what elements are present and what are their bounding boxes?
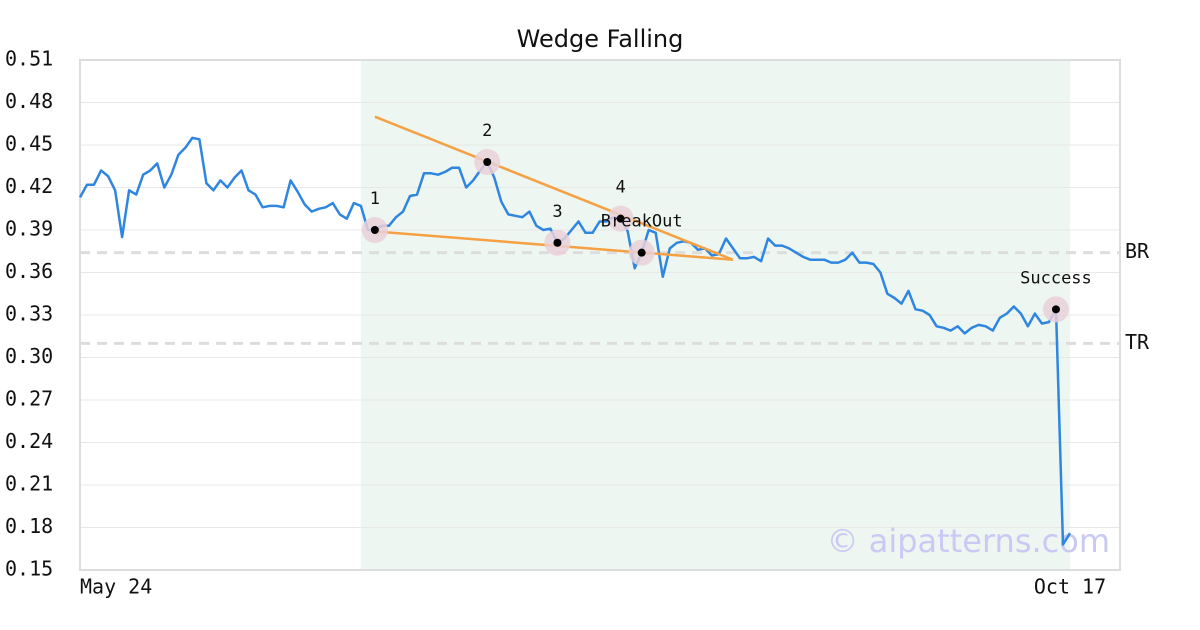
- marker-dot: [616, 214, 625, 223]
- y-tick-label: 0.24: [5, 429, 53, 453]
- marker-dot: [1051, 305, 1060, 314]
- y-tick-label: 0.21: [5, 472, 53, 496]
- y-tick-label: 0.36: [5, 259, 53, 283]
- marker-dot: [370, 226, 379, 234]
- marker-label: 3: [552, 202, 562, 222]
- level-label: BR: [1125, 239, 1150, 263]
- marker-dot: [553, 238, 562, 247]
- level-label: TR: [1125, 330, 1150, 354]
- watermark: © aipatterns.com: [827, 522, 1110, 560]
- x-tick-label: Oct 17: [1034, 575, 1106, 599]
- marker-label: Success: [1020, 268, 1092, 288]
- trend-line: [374, 115, 734, 261]
- plot-frame: [79, 59, 1121, 571]
- x-tick-label: May 24: [80, 575, 152, 599]
- y-tick-label: 0.33: [5, 302, 53, 326]
- y-tick-label: 0.42: [5, 174, 53, 198]
- y-tick-label: 0.30: [5, 344, 53, 368]
- y-tick-label: 0.15: [5, 557, 53, 581]
- marker-label: BreakOut: [601, 212, 683, 232]
- y-tick-label: 0.27: [5, 387, 53, 411]
- price-line: [78, 136, 1072, 546]
- y-tick-label: 0.39: [5, 217, 53, 241]
- y-tick-label: 0.18: [5, 514, 53, 538]
- marker-label: 4: [616, 178, 626, 198]
- marker-label: 1: [370, 189, 380, 209]
- y-tick-label: 0.48: [5, 89, 53, 113]
- marker-dot: [483, 158, 492, 166]
- marker-dot: [637, 248, 646, 257]
- y-tick-label: 0.45: [5, 132, 53, 156]
- marker-label: 2: [482, 121, 492, 141]
- chart-title: Wedge Falling: [517, 25, 684, 53]
- y-tick-label: 0.51: [5, 47, 53, 71]
